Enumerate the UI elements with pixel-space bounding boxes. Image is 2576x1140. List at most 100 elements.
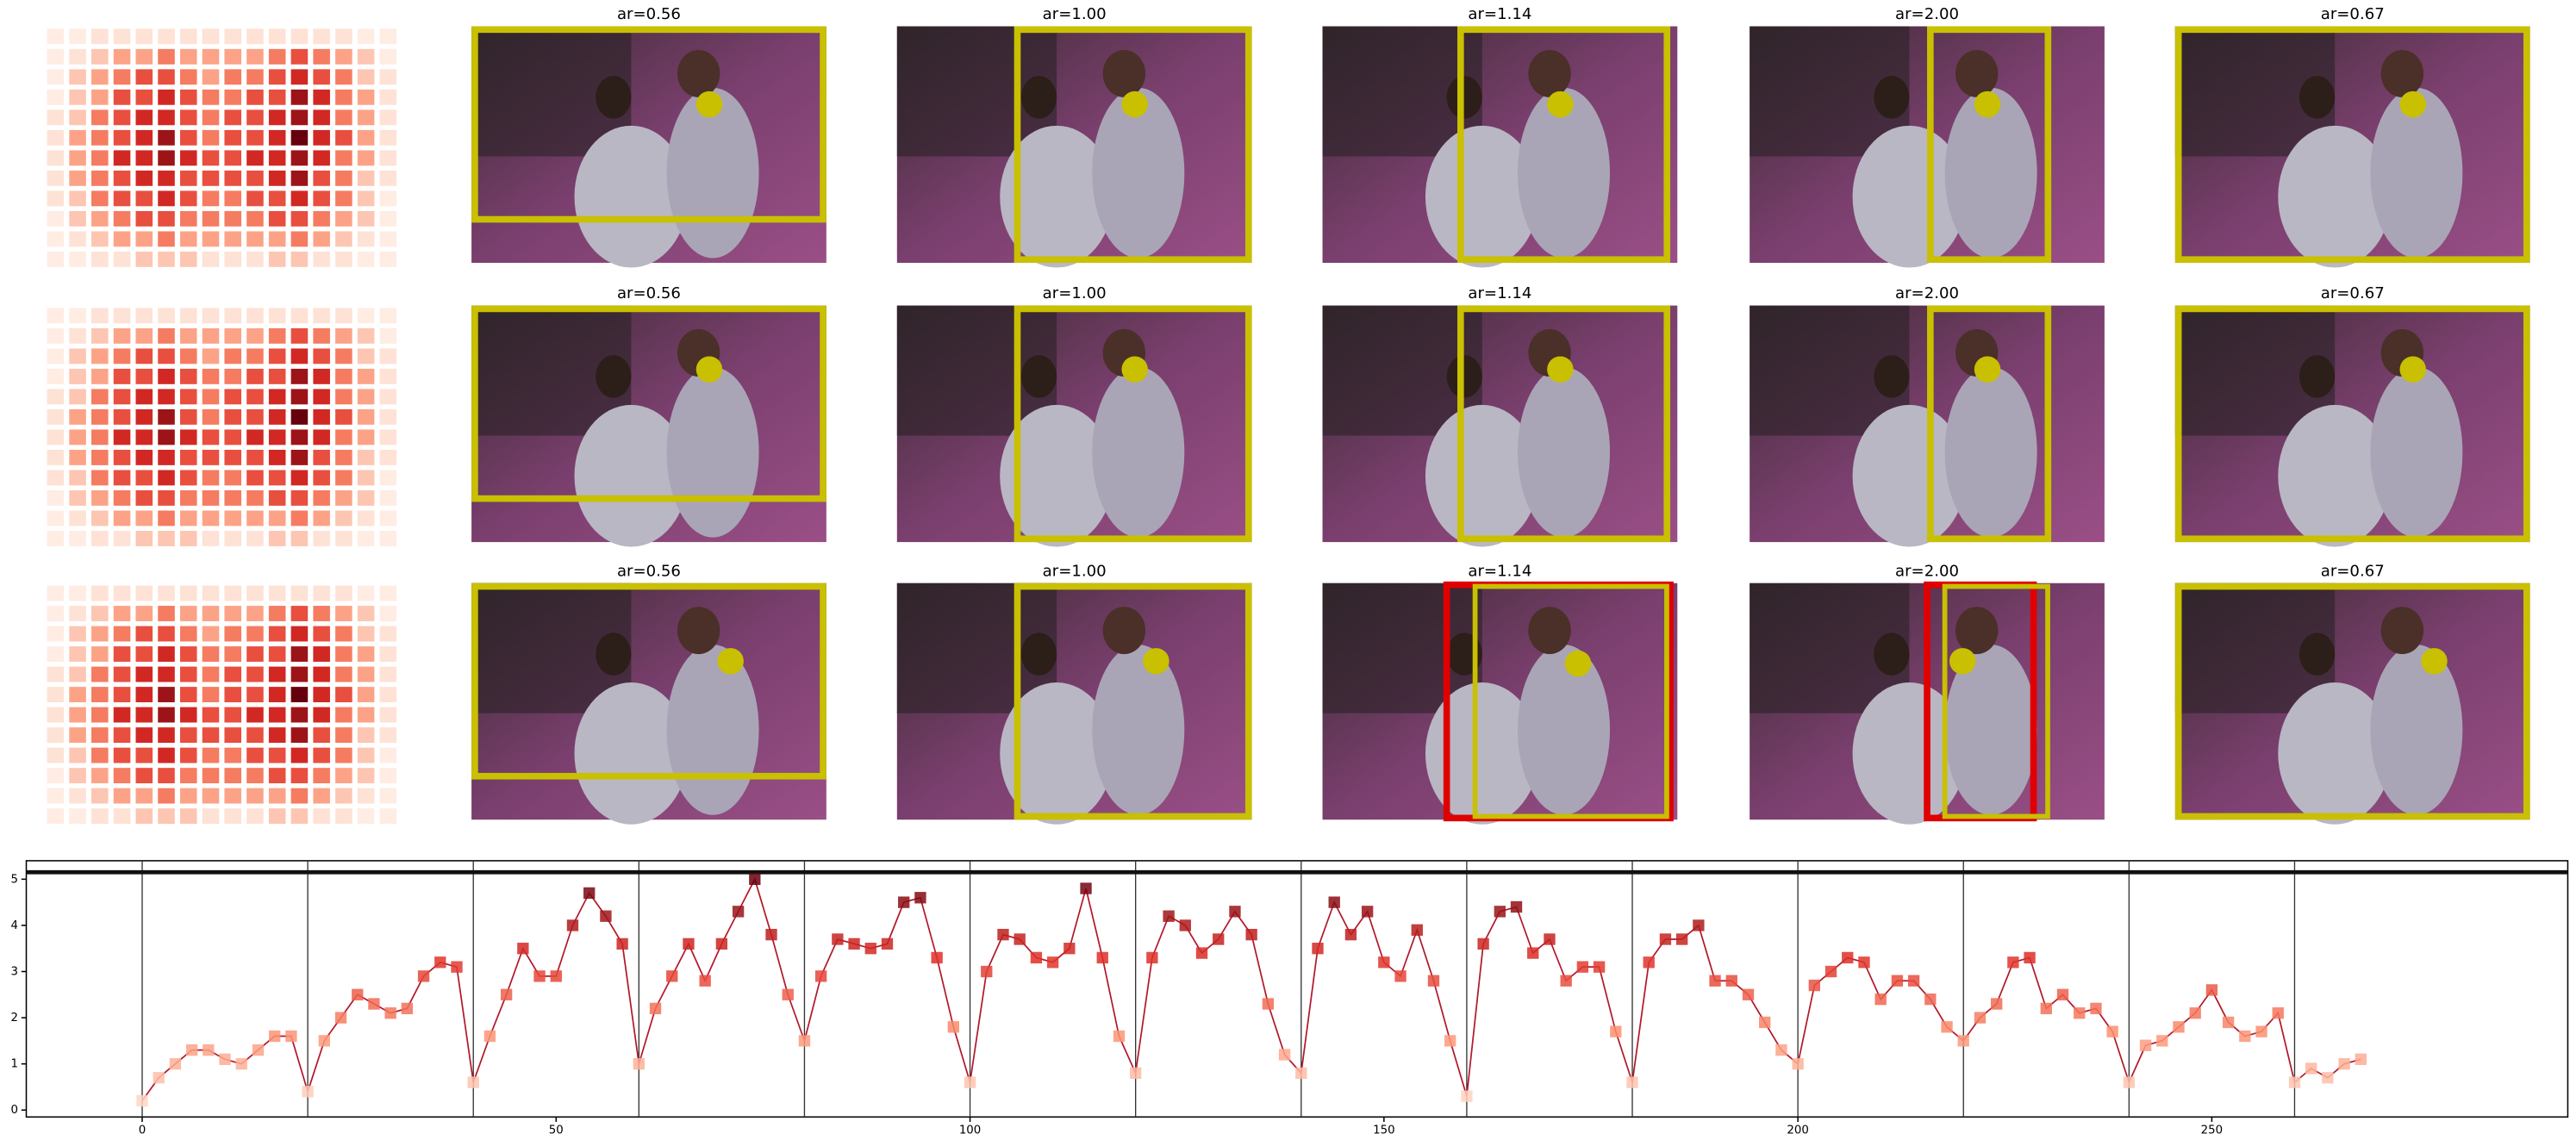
heatmap-cell (47, 626, 65, 642)
heatmap-cell (224, 747, 241, 763)
point-marker (1063, 943, 1076, 955)
heatmap-cell (357, 408, 375, 425)
heatmap-cell (202, 389, 220, 405)
heatmap-cell (290, 510, 309, 526)
heatmap-cell (224, 531, 241, 546)
heatmap-cell (179, 747, 197, 763)
heatmap-cell (179, 348, 197, 364)
heatmap-cell (246, 727, 264, 744)
heatmap-cell (135, 449, 153, 465)
heatmap-cell (179, 788, 197, 804)
heatmap-cell (290, 490, 309, 506)
heatmap-cell (158, 768, 175, 784)
point-marker (997, 928, 1009, 941)
heatmap-cell (335, 470, 352, 486)
heatmap-cell (335, 308, 352, 324)
heatmap-cell (379, 150, 397, 166)
heatmap-cell (290, 727, 309, 744)
heatmap-cell (224, 687, 241, 702)
heatmap-cell (69, 646, 86, 662)
heatmap-cell (379, 190, 397, 207)
heatmap-cell (113, 626, 131, 642)
heatmap-cell (113, 28, 131, 45)
heatmap-cell (268, 210, 286, 227)
heatmap-cell (158, 170, 175, 186)
heatmap-cell (47, 190, 65, 207)
point-marker (1461, 1090, 1473, 1102)
point-marker (434, 956, 446, 969)
point-marker (1610, 1025, 1622, 1037)
heatmap-cell (135, 727, 153, 744)
point-marker (1427, 975, 1440, 987)
heatmap-cell (113, 687, 131, 702)
point-marker (2007, 956, 2019, 969)
heatmap-cell (91, 490, 109, 506)
heatmap-cell (268, 606, 286, 621)
heatmap-cell (246, 626, 264, 642)
heatmap-cell (158, 210, 175, 227)
panel-title: ar=2.00 (1895, 284, 1959, 302)
heatmap-cell (335, 89, 352, 105)
point-marker (2156, 1035, 2168, 1047)
heatmap-cell (224, 150, 241, 166)
heatmap-cell (91, 646, 109, 662)
heatmap-cell (379, 606, 397, 621)
heatmap-cell (335, 768, 352, 784)
heatmap-cell (335, 531, 352, 546)
heatmap-cell (202, 747, 220, 763)
heatmap-cell (69, 368, 86, 384)
heatmap-cell (179, 368, 197, 384)
heatmap-cell (246, 190, 264, 207)
heatmap-cell (224, 585, 241, 601)
point-marker (285, 1030, 297, 1043)
heatmap-cell (69, 48, 86, 65)
point-marker (600, 910, 612, 922)
heatmap-cell (179, 606, 197, 621)
heatmap-cell (135, 646, 153, 662)
point-marker (1046, 956, 1059, 969)
heatmap-cell (91, 348, 109, 364)
target-dot (2421, 648, 2448, 675)
yellow-box (2174, 26, 2530, 264)
heatmap-cell (158, 606, 175, 621)
heatmap-cell (47, 28, 65, 45)
point-marker (185, 1043, 198, 1056)
heatmap-cell (91, 666, 109, 682)
x-tick-label: 50 (549, 1124, 564, 1137)
heatmap-cell (379, 348, 397, 364)
point-marker (483, 1030, 496, 1043)
heatmap-cell (335, 251, 352, 267)
heatmap-cell (246, 470, 264, 486)
heatmap-cell (335, 585, 352, 601)
heatmap-cell (113, 190, 131, 207)
heatmap-cell (69, 747, 86, 763)
heatmap-cell (313, 490, 330, 506)
heatmap-cell (224, 646, 241, 662)
heatmap-cell (379, 727, 397, 744)
heatmap-cell (113, 808, 131, 825)
point-marker (1924, 993, 1937, 1006)
heatmap-cell (379, 470, 397, 486)
heatmap-cell (335, 707, 352, 723)
heatmap-cell (224, 327, 241, 344)
heatmap-cell (113, 747, 131, 763)
heatmap-cell (335, 69, 352, 85)
y-tick-label: 2 (10, 1012, 17, 1025)
heatmap-cell (47, 788, 65, 804)
heatmap-cell (335, 129, 352, 146)
heatmap-cell (290, 210, 309, 227)
heatmap-cell (47, 449, 65, 465)
heatmap-cell (69, 449, 86, 465)
heatmap-cell (379, 368, 397, 384)
point-marker (1709, 975, 1721, 987)
point-marker (1312, 943, 1324, 955)
point-marker (2139, 1039, 2152, 1051)
heatmap-cell (135, 408, 153, 425)
heatmap-cell (158, 308, 175, 324)
player (1517, 645, 1611, 815)
heatmap-cell (47, 170, 65, 186)
point-marker (683, 938, 695, 950)
point-marker (1344, 928, 1357, 941)
heatmap-cell (357, 470, 375, 486)
heatmap-cell (113, 429, 131, 445)
